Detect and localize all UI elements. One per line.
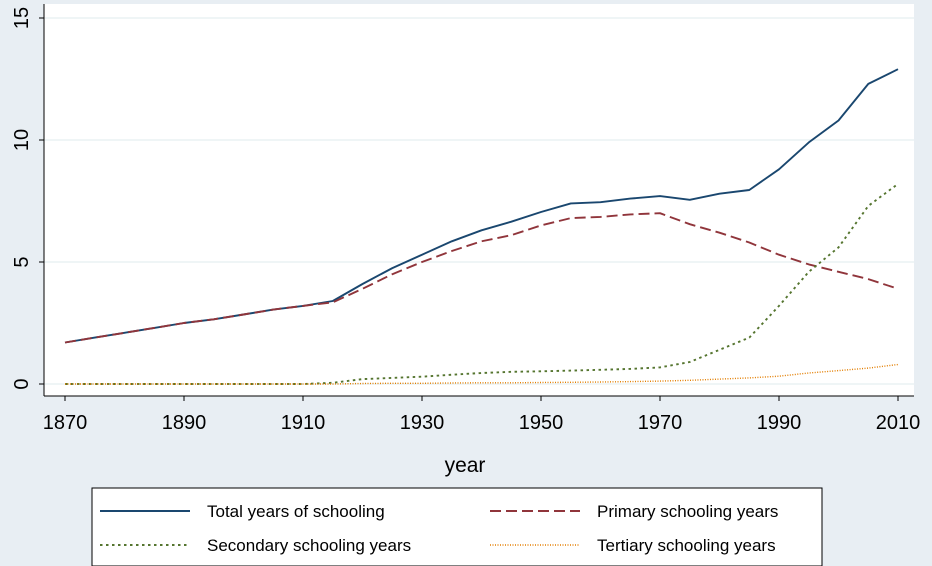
legend-box — [91, 487, 823, 566]
x-tick-label-2: 1910 — [281, 412, 326, 434]
legend-label-2: Secondary schooling years — [207, 536, 411, 555]
x-tick-label-6: 1990 — [757, 412, 802, 434]
legend: Total years of schooling Primary schoolin… — [91, 487, 823, 566]
legend-label-3: Tertiary schooling years — [597, 536, 776, 555]
x-tick-label-0: 1870 — [43, 412, 88, 434]
x-tick-label-7: 2010 — [876, 412, 921, 434]
series-layer — [64, 68, 899, 385]
y-tick-label-0: 0 — [11, 378, 33, 389]
x-tick-label-5: 1970 — [638, 412, 683, 434]
gridlines — [44, 17, 914, 385]
legend-label-1: Primary schooling years — [597, 502, 778, 521]
series-line-total-years-of-schooling — [64, 68, 899, 344]
legend-label-0: Total years of schooling — [207, 502, 385, 521]
x-tick-label-1: 1890 — [162, 412, 207, 434]
y-tick-label-3: 15 — [11, 7, 33, 29]
y-tick-label-1: 5 — [11, 256, 33, 267]
x-tick-label-4: 1950 — [519, 412, 564, 434]
x-axis-title: year — [445, 454, 486, 477]
x-tick-label-3: 1930 — [400, 412, 445, 434]
plot-area — [44, 4, 914, 396]
axes: 0 5 10 15 1870 1890 1910 1930 1950 1970 1990 2010 — [11, 4, 920, 434]
series-line-secondary-schooling-years — [65, 183, 899, 385]
y-tick-label-2: 10 — [11, 129, 33, 151]
